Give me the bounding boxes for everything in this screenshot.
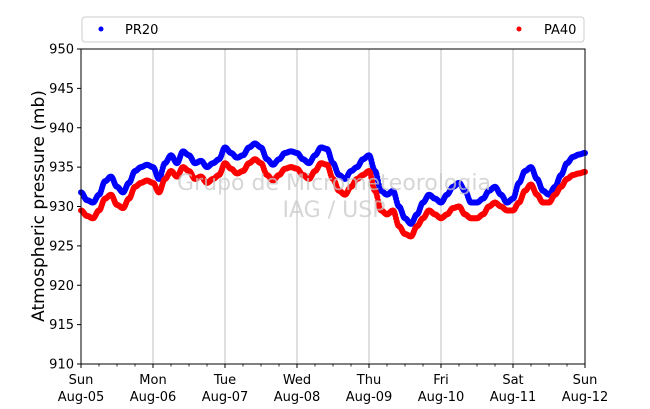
x-tick-date: Aug-08: [274, 390, 321, 405]
x-tick-date: Aug-05: [58, 390, 105, 405]
x-axis: Sun Aug-05 Mon Aug-06 Tue Aug-07 Wed Aug-08 Thu A…: [58, 364, 609, 405]
y-tick-label: 940: [49, 121, 74, 136]
x-tick-day: Tue: [213, 373, 236, 388]
legend-marker-pa40: [516, 26, 522, 32]
series-pr20: [78, 140, 588, 227]
x-tick-date: Aug-06: [130, 390, 177, 405]
legend-label-pa40: PA40: [544, 23, 576, 38]
y-tick-label: 935: [49, 161, 74, 176]
x-tick-date: Aug-10: [418, 390, 465, 405]
x-tick-day: Sat: [502, 373, 523, 388]
y-axis-label: Atmospheric pressure (mb): [29, 90, 49, 322]
y-tick-label: 920: [49, 279, 74, 294]
watermark-line: IAG / USP: [283, 198, 386, 223]
x-tick-day: Sun: [573, 373, 598, 388]
y-tick-label: 945: [49, 82, 74, 97]
y-tick-label: 950: [49, 43, 74, 58]
x-tick-day: Thu: [356, 373, 381, 388]
watermark-line: Grupo de Micrometeorologia: [177, 171, 491, 196]
y-tick-label: 930: [49, 200, 74, 215]
x-tick-date: Aug-11: [490, 390, 537, 405]
legend: PR20 PA40: [81, 16, 585, 43]
y-tick-label: 910: [49, 358, 74, 373]
series-pa40: [78, 156, 588, 240]
x-tick-day: Mon: [139, 373, 166, 388]
legend-label-pr20: PR20: [125, 23, 158, 38]
x-tick-date: Aug-07: [202, 390, 249, 405]
x-tick-date: Aug-12: [562, 390, 609, 405]
x-tick-day: Sun: [69, 373, 94, 388]
x-tick-date: Aug-09: [346, 390, 393, 405]
x-tick-day: Fri: [433, 373, 449, 388]
y-axis: 910 915 920 925 930 935 940 945 950: [49, 43, 81, 373]
x-tick-day: Wed: [283, 373, 311, 388]
legend-marker-pr20: [98, 26, 104, 32]
data-points: [78, 140, 588, 240]
legend-box: [81, 16, 585, 43]
y-tick-label: 915: [49, 318, 74, 333]
y-tick-label: 925: [49, 239, 74, 254]
